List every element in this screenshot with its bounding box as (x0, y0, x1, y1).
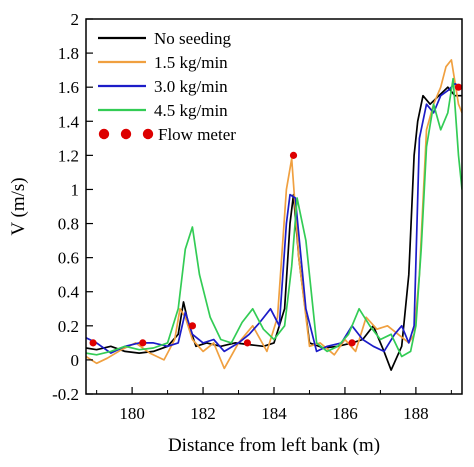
legend-item: Flow meter (98, 125, 236, 144)
legend-marker (98, 128, 110, 140)
y-tick-label: 0.2 (58, 317, 79, 336)
x-tick-label: 182 (190, 404, 216, 423)
legend-label: 1.5 kg/min (154, 53, 228, 72)
y-axis: -0.2 0 0.2 0.4 0.6 0.8 1 1.2 1.4 1.6 1.8 2 (52, 10, 93, 404)
flow-meter-point (454, 83, 462, 91)
flow-meter-point (243, 339, 251, 347)
x-axis-label: Distance from left bank (m) (168, 435, 380, 456)
y-tick-label: 0.4 (58, 283, 80, 302)
legend-item: 1.5 kg/min (98, 53, 228, 72)
legend-marker (120, 128, 132, 140)
legend-item: 4.5 kg/min (98, 101, 228, 120)
series-line-2 (86, 82, 462, 354)
flow-meter-point (139, 339, 147, 347)
legend-item: 3.0 kg/min (98, 77, 228, 96)
series-line-3 (86, 77, 462, 358)
y-tick-label: 1 (71, 180, 80, 199)
legend-item: No seeding (98, 29, 231, 48)
y-tick-label: -0.2 (52, 385, 79, 404)
y-axis-label: V (m/s) (8, 177, 29, 235)
legend-label: Flow meter (158, 125, 236, 144)
flow-meter-point (348, 339, 356, 347)
legend-label: 3.0 kg/min (154, 77, 228, 96)
y-tick-label: 1.2 (58, 146, 79, 165)
flow-meter-point (188, 322, 197, 330)
plot-frame (85, 18, 463, 395)
y-tick-label: 0.8 (58, 215, 79, 234)
y-tick-label: 0.6 (58, 249, 79, 268)
y-tick-label: 1.4 (58, 112, 80, 131)
x-tick-label: 180 (119, 404, 145, 423)
plot-series (86, 59, 462, 371)
legend-marker (142, 128, 154, 140)
y-tick-label: 1.6 (58, 78, 79, 97)
series-flow-meter (89, 83, 462, 347)
x-tick-label: 186 (332, 404, 358, 423)
legend: No seeding 1.5 kg/min 3.0 kg/min 4.5 kg/min… (98, 29, 236, 144)
series-line-1 (86, 59, 462, 370)
x-tick-label: 184 (261, 404, 287, 423)
x-axis: 180 182 184 186 188 (96, 387, 452, 423)
flow-meter-point (289, 151, 298, 159)
y-tick-label: 1.8 (58, 44, 79, 63)
legend-label: No seeding (154, 29, 231, 48)
x-tick-label: 188 (403, 404, 429, 423)
flow-meter-point (89, 339, 97, 347)
y-tick-label: 0 (71, 351, 80, 370)
legend-label: 4.5 kg/min (154, 101, 228, 120)
y-tick-label: 2 (71, 10, 80, 29)
